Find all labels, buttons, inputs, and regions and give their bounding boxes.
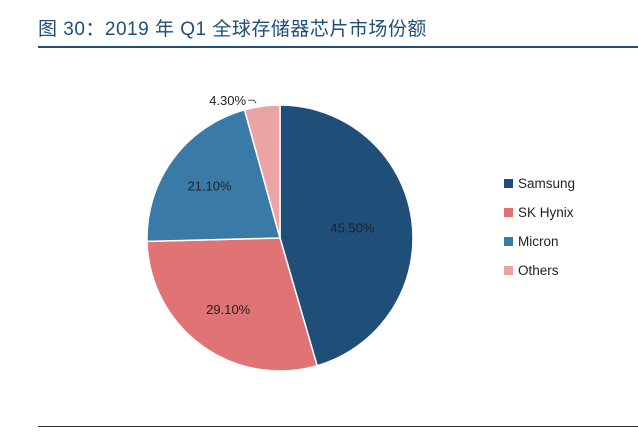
legend-swatch-sk-hynix	[504, 208, 513, 217]
bottom-rule	[38, 426, 638, 427]
legend-swatch-others	[504, 266, 513, 275]
pie-slice-samsung	[279, 104, 414, 367]
legend-label-sk-hynix: SK Hynix	[518, 205, 574, 220]
chart-title: 图 30：2019 年 Q1 全球存储器芯片市场份额	[38, 19, 427, 40]
legend-label-micron: Micron	[518, 234, 559, 249]
pie-slices	[146, 104, 414, 372]
pie-labels: 45.50% 29.10% 21.10% 4.30%	[187, 93, 374, 317]
pie-slice-sk-hynix	[146, 237, 319, 372]
pie-slice-others	[243, 104, 281, 239]
data-label-micron: 21.10%	[187, 179, 232, 194]
data-label-samsung: 45.50%	[330, 221, 375, 236]
data-label-sk-hynix: 29.10%	[206, 302, 251, 317]
pie-slice-micron	[146, 108, 281, 243]
legend: Samsung SK Hynix Micron Others	[504, 176, 575, 278]
legend-swatch-micron	[504, 237, 513, 246]
data-label-others: 4.30%	[209, 93, 246, 108]
title-rule	[38, 46, 638, 48]
leader-line-others	[248, 99, 257, 104]
legend-label-others: Others	[518, 263, 559, 278]
legend-label-samsung: Samsung	[518, 176, 575, 191]
legend-swatch-samsung	[504, 179, 513, 188]
